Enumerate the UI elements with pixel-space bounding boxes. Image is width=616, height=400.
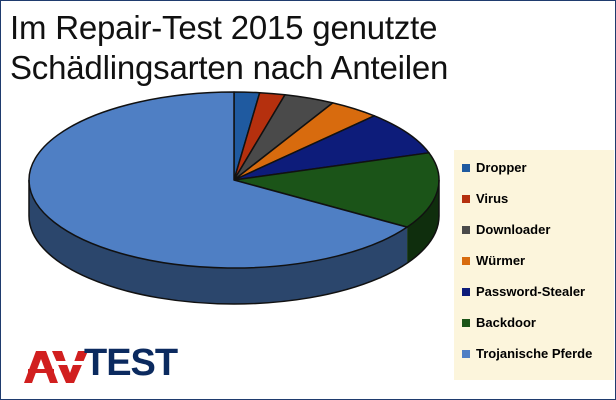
- legend-label: Backdoor: [476, 315, 536, 330]
- pie-slices: [28, 91, 440, 269]
- legend-swatch: [462, 349, 470, 358]
- pie-slice-backdoor: [233, 152, 440, 228]
- legend-label: Downloader: [476, 222, 551, 237]
- legend-label: Password-Stealer: [476, 284, 586, 299]
- chart-title-line-1: Im Repair-Test 2015 genutzte: [10, 9, 438, 46]
- chart-title-line-2: Schädlingsarten nach Anteilen: [10, 49, 449, 86]
- pie-side-trojanische-pferde: [29, 180, 408, 304]
- legend-item: Dropper: [462, 160, 527, 175]
- legend-swatch: [462, 225, 470, 234]
- pie-slice-password-stealer: [233, 115, 430, 181]
- legend-swatch: [462, 287, 470, 296]
- chart-title: Im Repair-Test 2015 genutzte Schädlingsa…: [10, 8, 610, 88]
- legend-item: Downloader: [462, 222, 550, 237]
- legend-item: Würmer: [462, 253, 525, 268]
- pie-side-walls: [29, 180, 439, 304]
- pie-side-backdoor: [407, 180, 439, 264]
- legend-swatch: [462, 256, 470, 265]
- legend-swatch: [462, 318, 470, 327]
- av-test-logo: TEST: [22, 342, 192, 387]
- legend-item: Virus: [462, 191, 508, 206]
- legend-swatch: [462, 163, 470, 172]
- chart-legend: Dropper Virus Downloader Würmer Password-Ste…: [454, 150, 614, 380]
- pie-rim-outline: [28, 180, 440, 305]
- pie-slice-trojanische-pferde: [28, 91, 408, 269]
- legend-label: Trojanische Pferde: [476, 346, 593, 361]
- legend-label: Würmer: [476, 253, 526, 268]
- legend-item: Trojanische Pferde: [462, 346, 592, 361]
- legend-item: Password-Stealer: [462, 284, 585, 299]
- legend-label: Dropper: [476, 160, 527, 175]
- legend-item: Backdoor: [462, 315, 536, 330]
- logo-text: TEST: [84, 342, 178, 384]
- legend-label: Virus: [476, 191, 509, 206]
- legend-swatch: [462, 194, 470, 203]
- av-logo-mark-icon: [24, 351, 88, 383]
